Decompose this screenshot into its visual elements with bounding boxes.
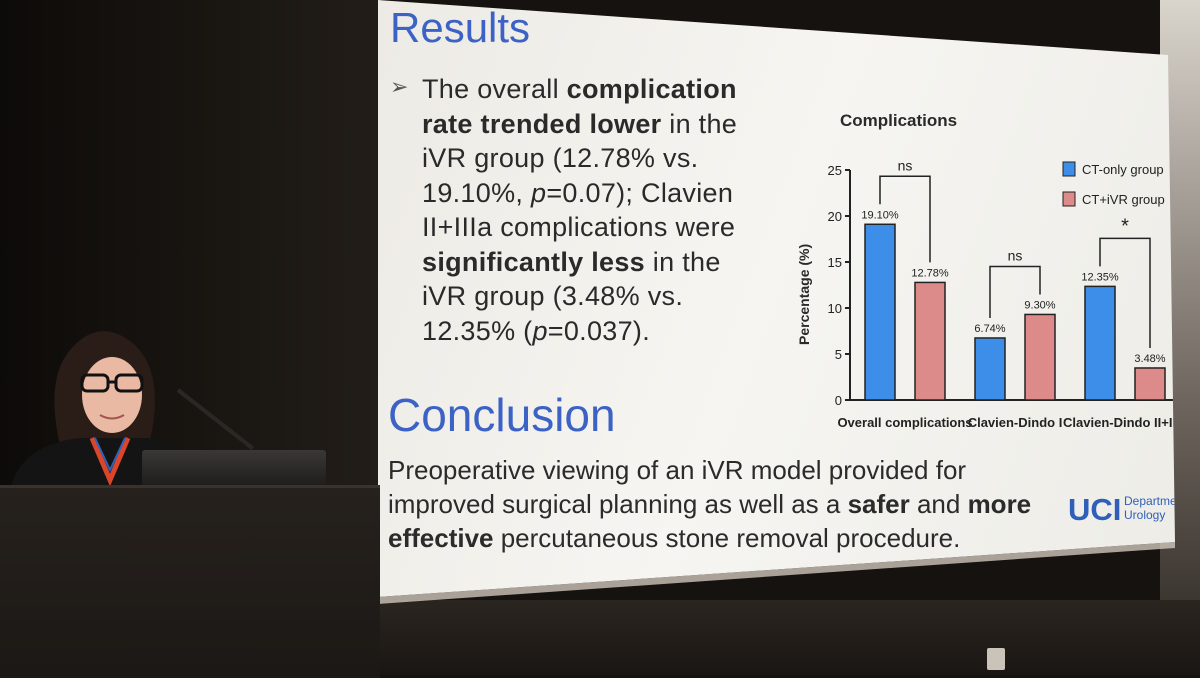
bar-data-label: 12.78% bbox=[911, 267, 949, 279]
bullet-segment: rate trended lower bbox=[422, 108, 662, 139]
legend-swatch bbox=[1062, 191, 1076, 207]
bullet-segment: II+IIIa complications were bbox=[422, 212, 736, 242]
y-tick-label: 25 bbox=[828, 163, 842, 178]
conclusion-line-1: Preoperative viewing of an iVR model pro… bbox=[388, 455, 966, 486]
legend-swatch bbox=[1062, 161, 1076, 177]
x-category-label: Overall complications bbox=[837, 415, 972, 430]
bar-data-label: 12.35% bbox=[1081, 271, 1119, 283]
podium bbox=[0, 485, 380, 678]
complications-bar-chart: Complications Percentage (%) 0 5 10 15 20 25 O… bbox=[796, 111, 1188, 430]
x-category-label: Clavien-Dindo I bbox=[968, 415, 1063, 430]
y-tick-label: 5 bbox=[835, 347, 842, 362]
bullet-segment: p bbox=[532, 315, 548, 346]
conclusion-segment: effective bbox=[388, 523, 494, 553]
conclusion-segment: percutaneous stone removal procedure. bbox=[493, 523, 961, 553]
significance-bracket bbox=[989, 265, 1041, 318]
bullet-line-2: rate trended lower in the bbox=[422, 109, 737, 140]
bar-ct-ivr bbox=[1134, 367, 1166, 401]
significance-label: * bbox=[1121, 215, 1129, 237]
conclusion-segment: and bbox=[909, 489, 968, 519]
bullet-segment: iVR group (3.48% vs. bbox=[422, 281, 684, 311]
bar-data-label: 19.10% bbox=[861, 209, 899, 221]
conclusion-heading: Conclusion bbox=[388, 389, 616, 441]
chart-legend: CT-only group CT+iVR group bbox=[1062, 161, 1165, 207]
uci-dept-line2: Urology bbox=[1124, 508, 1166, 522]
significance-label: ns bbox=[1008, 247, 1023, 263]
legend-label: CT-only group bbox=[1082, 162, 1164, 177]
conclusion-line-3: effective percutaneous stone removal pro… bbox=[388, 523, 960, 554]
bar-ct-only bbox=[864, 223, 896, 401]
bullet-segment: =0.037). bbox=[547, 315, 651, 346]
room-floor bbox=[375, 600, 1200, 675]
arrow-bullet-icon: ➢ bbox=[390, 74, 409, 99]
bullet-line-1: The overall complication bbox=[422, 74, 737, 105]
chart-bars: 19.10% 12.78% 6.74% 9.30% 12.35% 3.48% bbox=[861, 209, 1166, 401]
bullet-segment: The overall bbox=[422, 74, 567, 104]
significance-label: ns bbox=[898, 157, 913, 173]
results-heading: Results bbox=[390, 4, 531, 51]
bullet-segment: significantly less bbox=[422, 246, 645, 277]
y-tick-label: 20 bbox=[828, 209, 842, 224]
conclusion-line-2: improved surgical planning as well as a … bbox=[388, 489, 1031, 520]
significance-bracket bbox=[879, 175, 931, 263]
bullet-line-5: II+IIIa complications were bbox=[422, 212, 735, 243]
bullet-segment: complication bbox=[566, 74, 737, 104]
bar-ct-only bbox=[974, 337, 1006, 401]
y-tick-label: 15 bbox=[828, 255, 842, 270]
chart-significance-brackets: ns ns * bbox=[879, 157, 1151, 348]
x-category-label: Clavien-Dindo II+IIIa bbox=[1063, 415, 1188, 430]
bullet-segment: in the bbox=[644, 246, 721, 277]
bar-data-label: 3.48% bbox=[1134, 353, 1165, 365]
wall-outlet bbox=[987, 648, 1005, 670]
conclusion-segment: Preoperative viewing of an iVR model pro… bbox=[388, 455, 967, 485]
bullet-line-8: 12.35% (p=0.037). bbox=[422, 316, 650, 347]
y-tick-label: 10 bbox=[828, 301, 842, 316]
bullet-line-7: iVR group (3.48% vs. bbox=[422, 281, 683, 312]
bullet-segment: p bbox=[530, 177, 547, 208]
bullet-segment: 12.35% ( bbox=[422, 315, 533, 346]
legend-label: CT+iVR group bbox=[1082, 192, 1165, 207]
bullet-segment: =0.07); Clavien bbox=[546, 177, 734, 208]
conclusion-segment: safer bbox=[847, 489, 910, 519]
conclusion-segment: improved surgical planning as well as a bbox=[388, 489, 848, 519]
y-tick-label: 0 bbox=[835, 393, 842, 408]
bar-ct-only bbox=[1084, 285, 1116, 401]
uci-department-label: Department of Urology bbox=[1124, 494, 1200, 522]
bar-ct-ivr bbox=[1024, 313, 1056, 401]
laptop bbox=[142, 450, 326, 486]
bullet-segment: in the bbox=[661, 108, 738, 139]
bullet-segment: 19.10%, bbox=[422, 177, 531, 208]
bullet-line-6: significantly less in the bbox=[422, 247, 721, 278]
bullet-line-4: 19.10%, p=0.07); Clavien bbox=[422, 178, 733, 209]
bullet-segment: iVR group (12.78% vs. bbox=[422, 143, 699, 173]
bar-data-label: 6.74% bbox=[974, 323, 1005, 335]
bullet-line-3: iVR group (12.78% vs. bbox=[422, 143, 698, 174]
chart-y-axis-label: Percentage (%) bbox=[796, 244, 812, 345]
significance-bracket bbox=[1099, 237, 1151, 348]
bar-ct-ivr bbox=[914, 281, 946, 401]
uci-logo: UCI bbox=[1068, 492, 1122, 527]
conclusion-segment: more bbox=[967, 489, 1032, 519]
uci-dept-line1: Department of bbox=[1124, 494, 1200, 508]
chart-title: Complications bbox=[840, 111, 957, 130]
bar-data-label: 9.30% bbox=[1024, 299, 1055, 311]
